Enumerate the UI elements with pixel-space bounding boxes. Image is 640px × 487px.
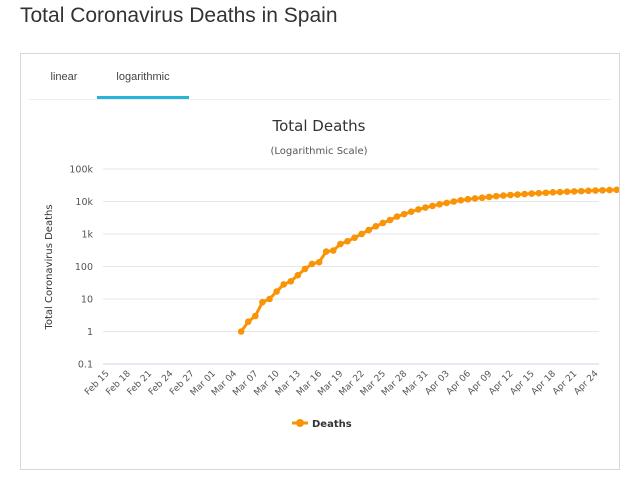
tab-linear[interactable]: linear [50,70,78,83]
data-point[interactable] [415,206,422,213]
data-point[interactable] [237,328,245,335]
y-tick-label: 0.1 [78,360,93,371]
chart-title: Total Deaths [272,117,366,135]
data-point[interactable] [407,208,415,215]
data-point[interactable] [485,193,493,201]
y-tick-label: 10 [81,295,93,306]
data-point[interactable] [344,237,351,245]
data-point[interactable] [492,192,500,200]
data-point[interactable] [450,198,458,205]
chart-panel: linear logarithmic Total Deaths (Logarit… [20,53,620,470]
data-point[interactable] [372,223,380,230]
x-tick-label: Apr 24 [572,369,600,397]
data-point[interactable] [273,288,280,295]
data-point[interactable] [422,204,429,211]
data-point[interactable] [542,189,550,197]
data-point[interactable] [358,230,365,238]
data-point[interactable] [337,240,344,248]
data-point[interactable] [308,260,316,268]
grid-lines [103,168,599,365]
data-point[interactable] [280,281,287,288]
data-point[interactable] [556,188,564,196]
series-line [239,188,619,333]
y-tick-label: 100 [75,262,93,273]
data-point[interactable] [549,189,557,196]
scale-tabs: linear logarithmic [29,54,611,100]
data-point[interactable] [266,295,273,303]
data-point[interactable] [521,190,528,198]
data-point[interactable] [429,202,436,210]
data-point[interactable] [585,187,592,195]
legend-marker [296,419,304,427]
data-point[interactable] [570,188,578,195]
legend-label: Deaths [312,419,352,430]
data-point[interactable] [528,190,535,197]
data-point[interactable] [329,247,337,254]
data-point[interactable] [315,258,323,266]
tab-logarithmic[interactable]: logarithmic [97,54,189,99]
data-point[interactable] [365,226,373,234]
data-point[interactable] [259,298,266,306]
data-point[interactable] [294,271,302,279]
data-point[interactable] [379,219,387,227]
data-point[interactable] [244,318,252,326]
y-axis-label: Total Coronavirus Deaths [44,204,55,330]
data-point[interactable] [457,196,465,204]
y-axis-ticks: 0.1 1 10 100 1k 10k 100k [69,165,93,371]
data-point[interactable] [252,312,259,320]
data-point[interactable] [563,188,571,195]
data-point[interactable] [507,191,514,199]
data-point[interactable] [606,186,613,194]
data-point[interactable] [535,189,543,197]
data-point[interactable] [599,186,606,194]
data-point[interactable] [301,265,309,273]
data-point[interactable] [464,195,472,203]
data-point[interactable] [322,248,330,255]
data-point[interactable] [500,192,507,199]
data-point[interactable] [443,199,450,207]
data-point[interactable] [613,186,619,194]
page-title: Total Coronavirus Deaths in Spain [20,4,338,27]
data-point[interactable] [386,216,394,224]
series-deaths [237,186,619,335]
data-point[interactable] [514,191,521,198]
data-point[interactable] [436,201,443,208]
data-point[interactable] [400,210,408,218]
data-point[interactable] [287,278,295,285]
y-tick-label: 100k [69,165,93,176]
data-point[interactable] [351,234,358,242]
deaths-chart: Total Deaths (Logarithmic Scale) Total C… [44,117,619,430]
chart-subtitle: (Logarithmic Scale) [270,146,367,157]
data-point[interactable] [478,194,486,202]
y-tick-label: 10k [75,197,93,208]
data-point[interactable] [471,195,479,202]
legend[interactable]: Deaths [292,419,352,430]
data-point[interactable] [577,187,585,195]
data-point[interactable] [393,213,401,220]
data-point[interactable] [592,187,599,194]
y-tick-label: 1 [87,327,93,338]
y-tick-label: 1k [81,230,93,241]
